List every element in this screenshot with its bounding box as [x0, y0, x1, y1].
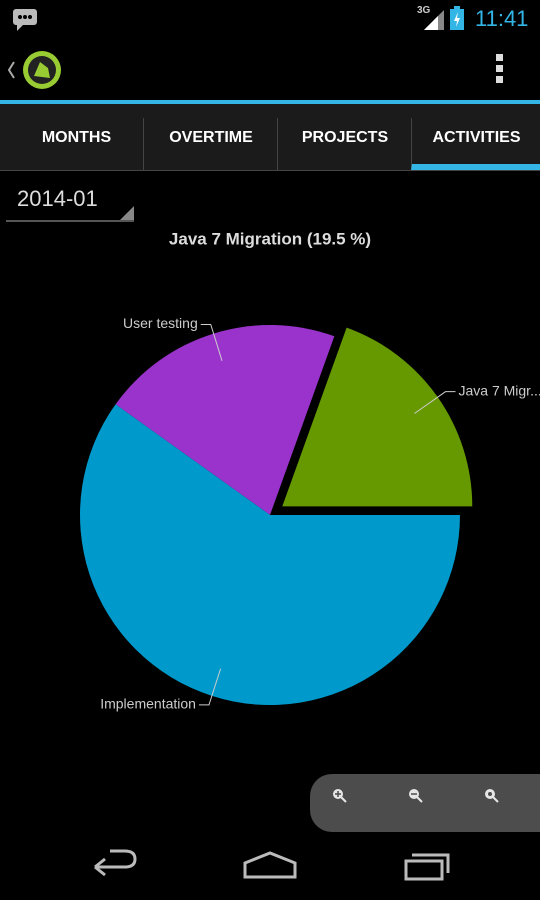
zoom-in[interactable] [330, 786, 350, 806]
tab-bar [0, 104, 540, 170]
label-leader [198, 668, 222, 706]
slice-label: User testing [123, 315, 198, 331]
pie-slice [115, 325, 335, 515]
tab[interactable]: OVERTIME [143, 118, 278, 170]
slice-label: Implementation [100, 696, 196, 712]
network-type: 3G [417, 5, 431, 16]
action-bar-divider [0, 100, 540, 104]
tab-divider [0, 170, 540, 171]
home-button[interactable] [243, 851, 297, 879]
pie-slice [80, 404, 461, 705]
status-bar: 3G 11:41 [0, 0, 540, 36]
pie-slice [282, 327, 473, 507]
signal-icon [424, 10, 444, 30]
navigation-bar [94, 849, 450, 881]
label-leader [414, 391, 456, 414]
zoom-reset[interactable] [482, 786, 502, 806]
slice-label: Java 7 Migr... [458, 382, 540, 398]
chart-title: Java 7 Migration (19.5 %) [169, 229, 371, 248]
month-spinner[interactable]: 2014-01 [6, 180, 134, 222]
back-button[interactable] [94, 849, 137, 877]
app-up-button[interactable] [4, 48, 64, 92]
message-icon [13, 9, 37, 31]
label-leader [200, 324, 223, 361]
tab[interactable]: MONTHS [41, 129, 112, 146]
overflow-menu[interactable] [494, 52, 506, 86]
clock: 11:41 [475, 6, 529, 31]
zoom-out[interactable] [406, 786, 426, 806]
zoom-controls [310, 774, 540, 832]
spinner-value: 2014-01 [17, 186, 98, 211]
spinner-arrow [120, 206, 134, 220]
tab[interactable]: PROJECTS [277, 118, 412, 170]
tab[interactable]: ACTIVITIES [411, 118, 540, 170]
action-bar [0, 36, 540, 100]
pie-chart: Java 7 Migration (19.5 %) Java 7 Migr...… [80, 229, 540, 712]
battery-icon [450, 6, 464, 30]
recents-button[interactable] [404, 853, 450, 881]
